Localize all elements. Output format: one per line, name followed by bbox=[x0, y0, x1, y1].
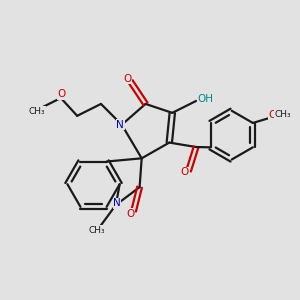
Text: O: O bbox=[126, 209, 134, 219]
Text: CH₃: CH₃ bbox=[275, 110, 292, 119]
Text: O: O bbox=[180, 167, 188, 177]
Text: N: N bbox=[113, 199, 121, 208]
Text: CH₃: CH₃ bbox=[88, 226, 105, 235]
Text: O: O bbox=[268, 110, 276, 120]
Text: O: O bbox=[58, 89, 66, 99]
Text: O: O bbox=[124, 74, 132, 84]
Text: N: N bbox=[116, 120, 124, 130]
Text: OH: OH bbox=[198, 94, 214, 104]
Text: CH₃: CH₃ bbox=[29, 107, 45, 116]
